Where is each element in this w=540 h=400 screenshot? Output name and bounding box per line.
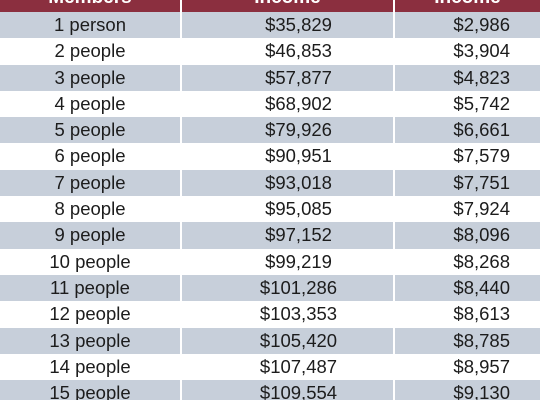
- annual-income-cell: $105,420: [181, 327, 395, 354]
- monthly-income-cell: $4,823: [394, 64, 540, 91]
- annual-income-cell: $68,902: [181, 90, 395, 118]
- table-row: 12 people $103,353 $8,613: [0, 301, 540, 328]
- members-cell: 3 people: [0, 64, 182, 91]
- table-row: 2 people $46,853 $3,904: [0, 38, 540, 65]
- table-row: 5 people $79,926 $6,661: [0, 117, 540, 144]
- monthly-income-cell: $2,986: [394, 12, 540, 39]
- members-cell: 2 people: [0, 38, 182, 65]
- monthly-income-cell: $7,579: [394, 143, 540, 170]
- members-cell: 11 people: [0, 274, 182, 302]
- annual-income-cell: $90,951: [181, 143, 395, 170]
- annual-income-cell: $93,018: [181, 169, 395, 197]
- monthly-income-cell: $8,785: [394, 327, 540, 354]
- members-cell: 9 people: [0, 222, 182, 249]
- members-cell: 1 person: [0, 12, 182, 39]
- table-row: 3 people $57,877 $4,823: [0, 64, 540, 91]
- annual-income-cell: $46,853: [181, 38, 395, 65]
- monthly-income-cell: $8,957: [394, 353, 540, 381]
- annual-income-cell: $103,353: [181, 301, 395, 328]
- table-row: 8 people $95,085 $7,924: [0, 196, 540, 223]
- monthly-income-cell: $7,924: [394, 196, 540, 223]
- members-cell: 14 people: [0, 353, 182, 381]
- annual-income-cell: $101,286: [181, 274, 395, 302]
- header-row: Members Income Income: [0, 0, 540, 12]
- members-cell: 6 people: [0, 143, 182, 170]
- members-cell: 12 people: [0, 301, 182, 328]
- table-row: 15 people $109,554 $9,130: [0, 380, 540, 400]
- monthly-income-cell: $8,096: [394, 222, 540, 249]
- table-header: Members Income Income: [0, 0, 540, 12]
- annual-income-cell: $79,926: [181, 117, 395, 144]
- table-row: 13 people $105,420 $8,785: [0, 327, 540, 354]
- members-cell: 7 people: [0, 169, 182, 197]
- members-cell: 10 people: [0, 248, 182, 275]
- monthly-income-cell: $5,742: [394, 90, 540, 118]
- members-cell: 4 people: [0, 90, 182, 118]
- monthly-income-cell: $3,904: [394, 38, 540, 65]
- table-row: 1 person $35,829 $2,986: [0, 12, 540, 39]
- table-row: 4 people $68,902 $5,742: [0, 90, 540, 118]
- annual-income-cell: $109,554: [181, 380, 395, 400]
- monthly-income-cell: $8,440: [394, 274, 540, 302]
- annual-income-cell: $57,877: [181, 64, 395, 91]
- annual-income-cell: $95,085: [181, 196, 395, 223]
- members-cell: 15 people: [0, 380, 182, 400]
- members-cell: 13 people: [0, 327, 182, 354]
- annual-income-cell: $35,829: [181, 12, 395, 39]
- members-cell: 8 people: [0, 196, 182, 223]
- members-cell: 5 people: [0, 117, 182, 144]
- table-row: 6 people $90,951 $7,579: [0, 143, 540, 170]
- table-row: 10 people $99,219 $8,268: [0, 248, 540, 275]
- header-members: Members: [0, 0, 182, 12]
- monthly-income-cell: $6,661: [394, 117, 540, 144]
- monthly-income-cell: $7,751: [394, 169, 540, 197]
- header-monthly-income: Income: [394, 0, 540, 12]
- monthly-income-cell: $8,268: [394, 248, 540, 275]
- table-row: 7 people $93,018 $7,751: [0, 169, 540, 197]
- header-annual-income: Income: [181, 0, 395, 12]
- monthly-income-cell: $9,130: [394, 380, 540, 400]
- monthly-income-cell: $8,613: [394, 301, 540, 328]
- annual-income-cell: $99,219: [181, 248, 395, 275]
- table-row: 14 people $107,487 $8,957: [0, 353, 540, 381]
- annual-income-cell: $97,152: [181, 222, 395, 249]
- table-body: 1 person $35,829 $2,986 2 people $46,853 $3,9…: [0, 12, 540, 400]
- table-row: 9 people $97,152 $8,096: [0, 222, 540, 249]
- table-row: 11 people $101,286 $8,440: [0, 274, 540, 302]
- annual-income-cell: $107,487: [181, 353, 395, 381]
